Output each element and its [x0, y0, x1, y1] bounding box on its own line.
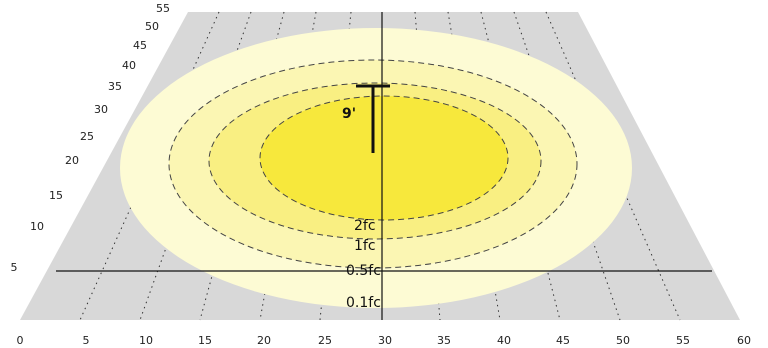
y-tick: 5 [11, 261, 18, 274]
x-tick: 20 [257, 334, 271, 347]
x-tick: 30 [378, 334, 392, 347]
y-tick: 50 [145, 20, 159, 33]
x-tick: 60 [737, 334, 751, 347]
x-tick: 45 [556, 334, 570, 347]
contour-label-0-5fc: 0.5fc [346, 263, 381, 279]
x-tick: 55 [676, 334, 690, 347]
contour-label-2fc: 2fc [354, 218, 376, 234]
y-tick: 40 [122, 59, 136, 72]
y-tick: 25 [80, 130, 94, 143]
x-tick: 35 [437, 334, 451, 347]
y-axis-ticks: 5 10 15 20 25 30 35 40 45 50 55 [11, 2, 171, 274]
y-tick: 35 [108, 80, 122, 93]
y-tick: 55 [156, 2, 170, 15]
y-tick: 15 [49, 189, 63, 202]
x-axis-ticks: 0 5 10 15 20 25 30 35 40 45 50 55 60 [17, 334, 752, 347]
contour-2fc [259, 95, 509, 221]
contour-label-1fc: 1fc [354, 238, 376, 254]
y-tick: 45 [133, 39, 147, 52]
x-tick: 10 [139, 334, 153, 347]
x-tick: 0 [17, 334, 24, 347]
x-tick: 5 [83, 334, 90, 347]
x-tick: 15 [198, 334, 212, 347]
x-tick: 50 [616, 334, 630, 347]
x-tick: 40 [497, 334, 511, 347]
x-tick: 25 [318, 334, 332, 347]
y-tick: 10 [30, 220, 44, 233]
contour-label-0-1fc: 0.1fc [346, 295, 381, 311]
mounting-height-label: 9' [342, 106, 356, 122]
y-tick: 20 [65, 154, 79, 167]
y-tick: 30 [94, 103, 108, 116]
